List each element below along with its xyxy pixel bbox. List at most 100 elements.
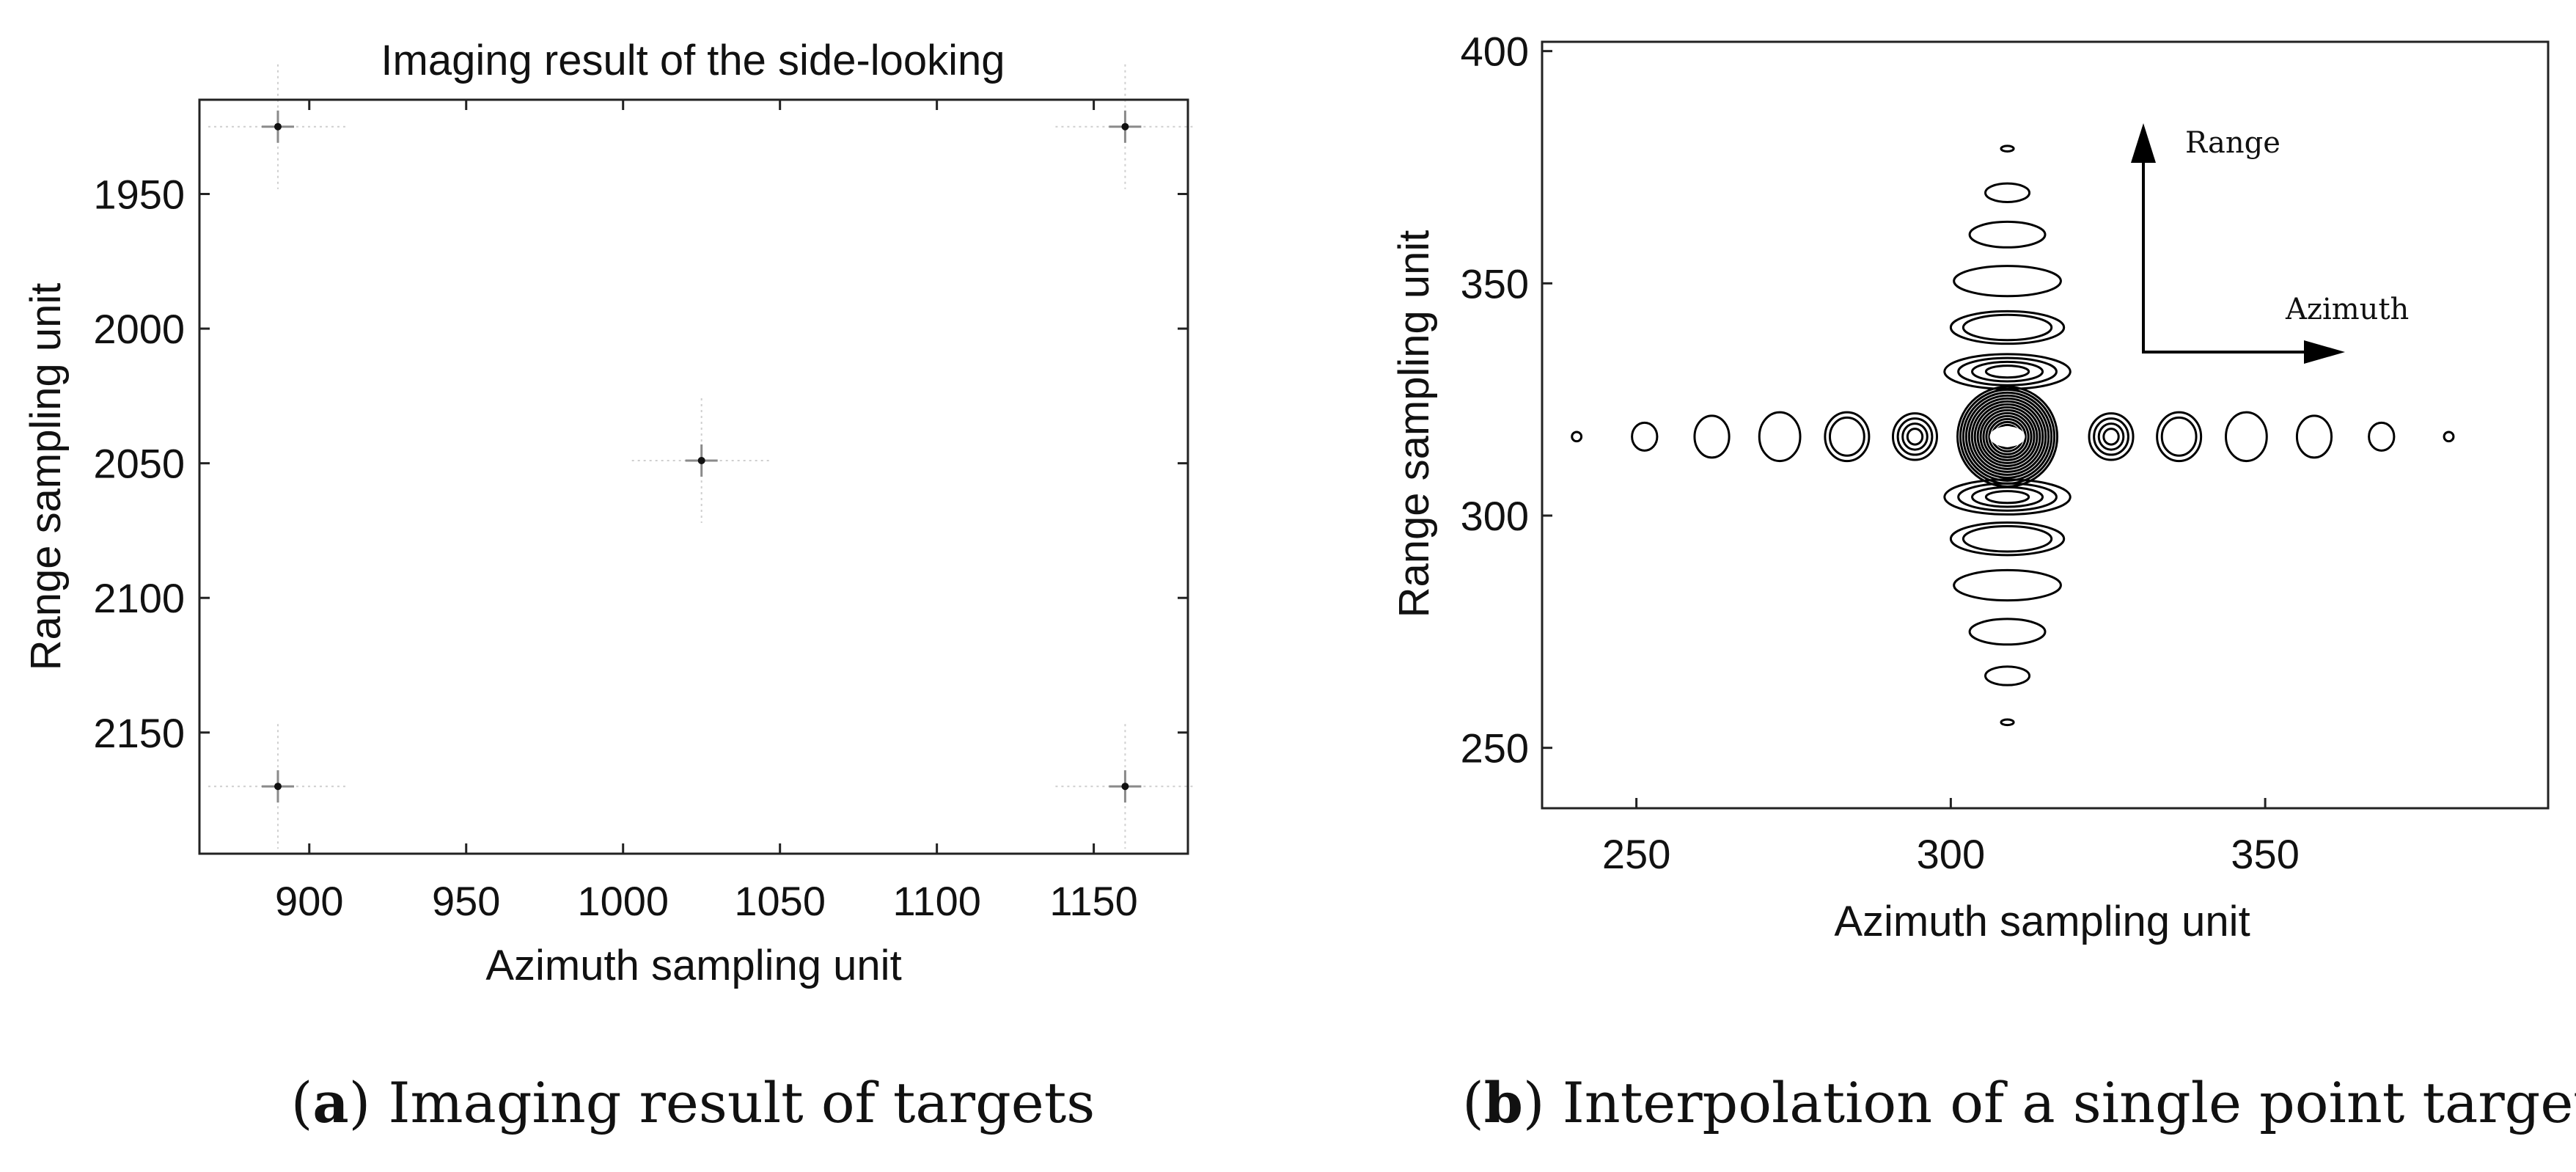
point-target [208,64,348,189]
panel-a-x-tick-label: 900 [275,878,343,924]
point-target [1055,64,1195,189]
point-target-peak [274,783,282,791]
azimuth-sidelobe-contour [2443,431,2455,443]
panel-b-x-tick-label: 300 [1917,831,1985,877]
panel-a-frame [198,98,1189,855]
range-sidelobe-contour [1962,313,2053,342]
azimuth-sidelobe-contour [2102,428,2120,446]
range-sidelobe-contour [1968,618,2047,646]
mainlobe-contour [1967,397,2047,476]
panel-a-x-axis-label: Azimuth sampling unit [485,942,901,989]
range-sidelobe-contour [1953,568,2062,602]
panel-b-y-axis-label: Range sampling unit [1390,230,1438,618]
mainlobe-contour [1976,406,2039,467]
azimuth-sidelobe-contour [2160,416,2198,457]
azimuth-sidelobe-contour [2093,417,2129,456]
panel-a-caption: (a) Imaging result of targets [291,1070,1095,1135]
panel-a-point-targets [208,64,1195,849]
mainlobe-peak [1989,426,2025,447]
panel-a-x-tick-label: 1150 [1049,878,1137,924]
range-arrow-head [2131,123,2156,163]
azimuth-sidelobe-contour [1906,428,1924,446]
range-sidelobe-contour [2000,144,2015,153]
range-sidelobe-contour [1971,486,2044,508]
panel-b-x-tick-label: 250 [1602,831,1670,877]
azimuth-sidelobe-contour [1824,411,1871,463]
panel-a-x-tick-label: 950 [432,878,500,924]
range-sidelobe-contour [1957,356,2058,387]
azimuth-sidelobe-contour [2225,411,2268,463]
panel-b-direction-arrows: Range Azimuth [2131,123,2409,364]
panel-a-imaging-result: Imaging result of the side-looking 900 95… [22,37,1195,1135]
azimuth-sidelobe-contour [2368,421,2396,452]
range-sidelobe-contour [1953,265,2062,298]
range-sidelobe-contour [1949,521,2066,557]
panel-b-mainlobe [1956,385,2059,488]
point-target-peak [1121,122,1129,131]
azimuth-sidelobe-contour [2088,412,2135,461]
azimuth-sidelobe-contour [1896,417,1934,456]
range-sidelobe-contour [1971,360,2044,383]
panel-a-y-tick-label: 2000 [93,306,185,352]
azimuth-sidelobe-contour [1758,411,1802,463]
panel-a-caption-text: ) Imaging result of targets [349,1070,1096,1135]
panel-a-y-ticks: 1950 2000 2050 2100 2150 [93,172,1188,756]
range-arrow-label: Range [2185,126,2280,160]
panel-b-y-tick-label: 300 [1461,493,1529,539]
range-sidelobe-contour [1968,220,2047,249]
azimuth-sidelobe-contour [1891,412,1939,461]
range-sidelobe-contour [1984,365,2030,379]
panel-b-x-axis-label: Azimuth sampling unit [1834,898,2250,945]
panel-a-y-tick-label: 2150 [93,710,185,756]
panel-b-y-ticks: 250 300 350 400 [1461,29,1552,772]
panel-a-x-tick-label: 1000 [577,878,669,924]
point-target [208,724,348,849]
panel-b-y-tick-label: 350 [1461,260,1529,307]
mainlobe-contour [1988,417,2027,455]
range-sidelobe-contour [1984,182,2031,204]
azimuth-sidelobe-contour [1631,421,1659,452]
panel-b-x-tick-label: 350 [2231,831,2299,877]
panel-a-y-tick-label: 2050 [93,441,185,487]
range-sidelobe-contour [1957,482,2058,512]
range-sidelobe-contour [1984,665,2031,686]
mainlobe-contour [1979,409,2036,464]
panel-a-title: Imaging result of the side-looking [381,37,1005,84]
panel-b-caption-text: ) Interpolation of a single point target [1523,1070,2576,1135]
azimuth-sidelobe-contour [1828,416,1865,457]
panel-a-y-tick-label: 1950 [93,172,185,218]
azimuth-arrow-head [2304,340,2345,364]
panel-b-y-tick-label: 400 [1461,29,1529,75]
range-sidelobe-contour [2000,718,2015,727]
panel-a-x-ticks: 900 950 1000 1050 1100 1150 [275,100,1138,924]
mainlobe-contour [1964,394,2050,479]
range-sidelobe-contour [1949,310,2066,345]
point-target [631,398,771,523]
panel-b-caption-letter: b [1484,1070,1523,1135]
point-target [1055,724,1195,849]
azimuth-sidelobe-contour [2156,411,2203,463]
panel-b-sidelobes [1571,144,2455,727]
azimuth-arrow-label: Azimuth [2285,293,2409,326]
mainlobe-contour [1985,414,2030,458]
point-target-peak [697,456,705,464]
azimuth-sidelobe-contour [2295,414,2333,459]
panel-b-frame [1541,40,2550,810]
range-sidelobe-contour [1943,478,2072,516]
azimuth-sidelobe-contour [1901,422,1929,451]
mainlobe-contour [1982,411,2033,461]
point-target-peak [274,122,282,131]
range-sidelobe-contour [1984,490,2030,505]
panel-b-y-tick-label: 250 [1461,725,1529,772]
azimuth-sidelobe-contour [1693,414,1731,459]
azimuth-sidelobe-contour [2097,422,2125,451]
panel-b-interpolation: 250 300 350 250 300 350 400 Range Azimuth Azi… [1390,29,2576,1135]
mainlobe-contour [1973,403,2041,470]
panel-a-x-tick-label: 1100 [892,878,980,924]
panel-a-caption-letter: a [312,1070,348,1135]
mainlobe-contour [1970,400,2044,473]
panel-a-x-tick-label: 1050 [734,878,826,924]
panel-a-y-tick-label: 2100 [93,575,185,621]
panel-a-plot-area [199,100,1188,854]
